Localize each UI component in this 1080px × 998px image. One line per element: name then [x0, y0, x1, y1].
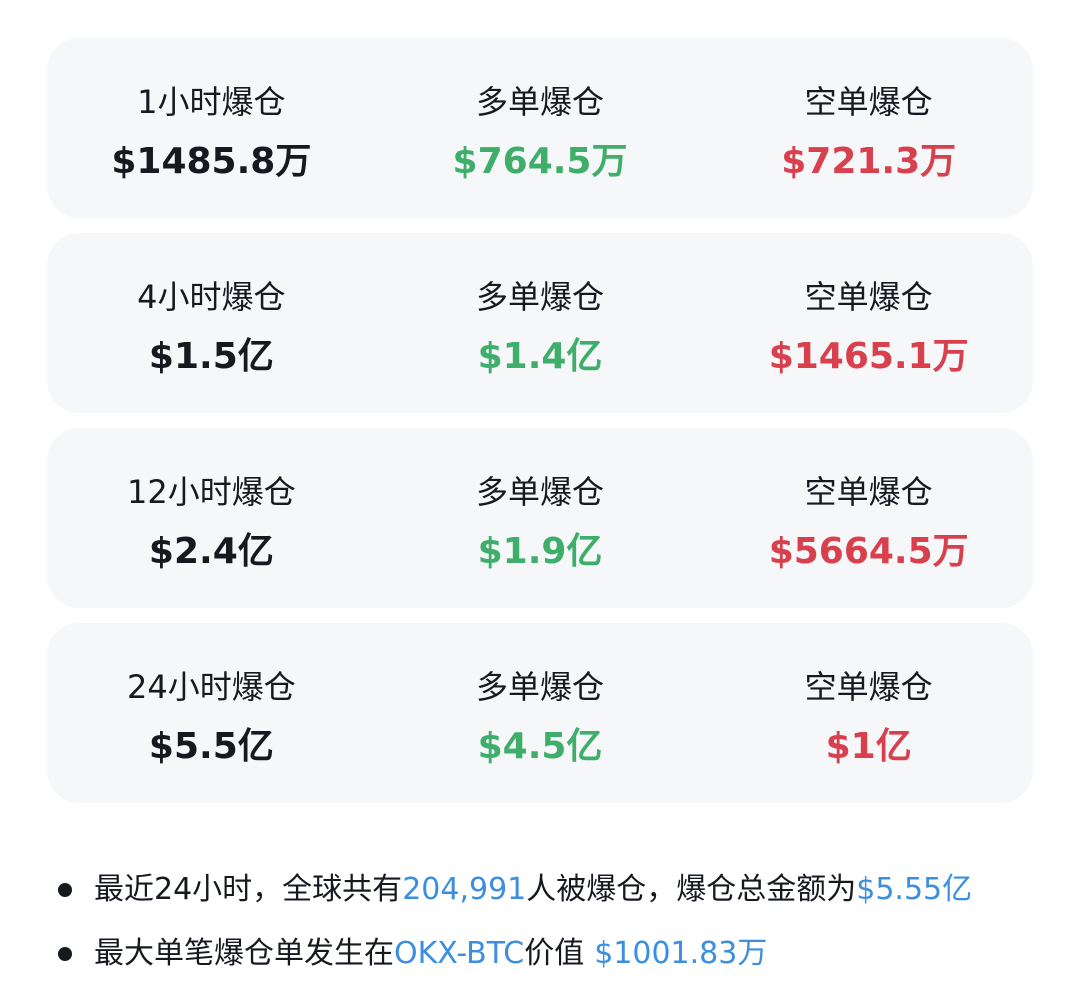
stat-value: $2.4亿	[148, 531, 274, 572]
stat-value: $1485.8万	[111, 141, 312, 182]
stat-value: $1465.1万	[768, 336, 969, 377]
stat-value: $721.3万	[781, 141, 957, 182]
summary-text: 最大单笔爆仓单发生在	[94, 936, 394, 971]
highlight-amount: $1001.83万	[594, 936, 768, 971]
stat-label: 多单爆仓	[476, 668, 605, 706]
highlight-pair: OKX-BTC	[394, 936, 525, 971]
stat-cell: 多单爆仓 $1.4亿	[376, 233, 705, 413]
summary-text: 价值	[524, 936, 585, 971]
stat-cell: 4小时爆仓 $1.5亿	[47, 233, 376, 413]
stat-cell: 多单爆仓 $1.9亿	[376, 428, 705, 608]
stat-value: $1.5亿	[148, 336, 274, 377]
stat-label: 1小时爆仓	[137, 83, 286, 121]
stat-cell: 多单爆仓 $764.5万	[376, 38, 705, 218]
bullet-dot	[58, 947, 72, 961]
liquidation-card: 1小时爆仓 $1485.8万 多单爆仓 $764.5万 空单爆仓 $721.3万	[47, 38, 1033, 218]
summary-item: 最大单笔爆仓单发生在 OKX-BTC 价值 $1001.83万	[58, 922, 972, 986]
highlight-amount: $5.55亿	[856, 872, 973, 907]
stat-label: 12小时爆仓	[126, 473, 296, 511]
bullet-dot	[58, 883, 72, 897]
stat-value: $764.5万	[452, 141, 628, 182]
highlight-number: 204,991	[402, 872, 527, 907]
stat-value: $4.5亿	[477, 726, 603, 767]
stat-cell: 1小时爆仓 $1485.8万	[47, 38, 376, 218]
stat-label: 空单爆仓	[804, 473, 933, 511]
liquidation-card: 4小时爆仓 $1.5亿 多单爆仓 $1.4亿 空单爆仓 $1465.1万	[47, 233, 1033, 413]
summary-item: 最近24小时，全球共有 204,991 人被爆仓，爆仓总金额为 $5.55亿	[58, 858, 972, 922]
stat-value: $5664.5万	[768, 531, 969, 572]
stat-value: $5.5亿	[148, 726, 274, 767]
stat-cell: 空单爆仓 $1亿	[704, 623, 1033, 803]
summary-text: 人被爆仓，爆仓总金额为	[526, 872, 857, 907]
stat-value: $1.4亿	[477, 336, 603, 377]
stat-label: 多单爆仓	[476, 278, 605, 316]
stat-label: 空单爆仓	[804, 668, 933, 706]
stat-label: 多单爆仓	[476, 83, 605, 121]
stat-value: $1亿	[825, 726, 912, 767]
stat-label: 多单爆仓	[476, 473, 605, 511]
stat-cell: 多单爆仓 $4.5亿	[376, 623, 705, 803]
liquidation-card: 12小时爆仓 $2.4亿 多单爆仓 $1.9亿 空单爆仓 $5664.5万	[47, 428, 1033, 608]
liquidation-cards: 1小时爆仓 $1485.8万 多单爆仓 $764.5万 空单爆仓 $721.3万 4小时爆仓…	[47, 38, 1033, 818]
summary-text: 最近24小时，全球共有	[94, 872, 403, 907]
stat-cell: 空单爆仓 $721.3万	[704, 38, 1033, 218]
stat-label: 空单爆仓	[804, 278, 933, 316]
stat-label: 空单爆仓	[804, 83, 933, 121]
summary-list: 最近24小时，全球共有 204,991 人被爆仓，爆仓总金额为 $5.55亿 最…	[58, 858, 972, 986]
liquidation-card: 24小时爆仓 $5.5亿 多单爆仓 $4.5亿 空单爆仓 $1亿	[47, 623, 1033, 803]
stat-value: $1.9亿	[477, 531, 603, 572]
stat-cell: 24小时爆仓 $5.5亿	[47, 623, 376, 803]
stat-cell: 空单爆仓 $5664.5万	[704, 428, 1033, 608]
stat-label: 4小时爆仓	[137, 278, 286, 316]
stat-cell: 12小时爆仓 $2.4亿	[47, 428, 376, 608]
stat-cell: 空单爆仓 $1465.1万	[704, 233, 1033, 413]
stat-label: 24小时爆仓	[126, 668, 296, 706]
